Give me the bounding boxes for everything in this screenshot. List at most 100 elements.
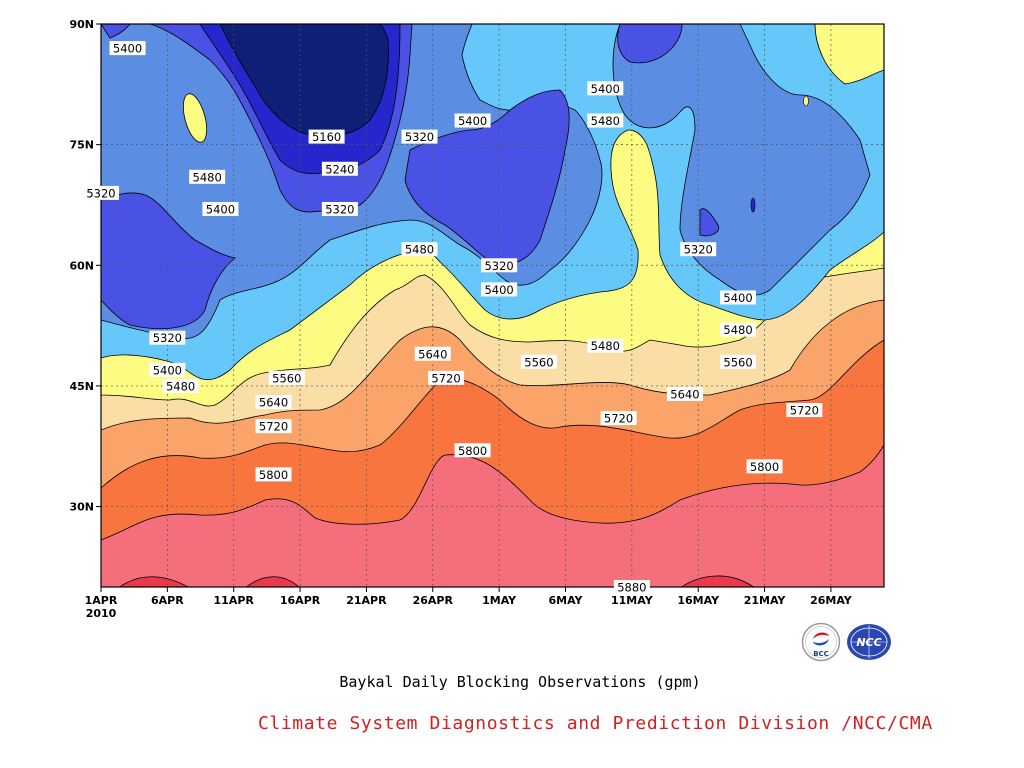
contour-label-5800: 5800 (255, 467, 292, 482)
contour-label-5640: 5640 (414, 346, 451, 361)
fill-small-5480-island (803, 95, 809, 107)
contour-label-bg (255, 467, 292, 482)
contour-label-bg (255, 419, 292, 434)
x-axis: 1APR 6APR 11APR 16APR 21APR 26APR 1MAY 6MAY 11MA… (85, 587, 853, 620)
y-axis: 30N 45N 60N 75N 90N (69, 18, 101, 514)
contour-label-bg (308, 129, 345, 144)
contour-label-text: 5320 (405, 130, 434, 144)
contour-label-text: 5240 (325, 162, 354, 176)
contour-label-bg (321, 161, 358, 176)
contour-label-bg (401, 129, 438, 144)
contour-label-5400: 5400 (109, 41, 146, 56)
contour-label-5640: 5640 (255, 395, 292, 410)
contour-label-5480: 5480 (587, 113, 624, 128)
plot-frame (100, 23, 885, 588)
x-tick-label: 16APR (280, 594, 321, 607)
contour-label-bg (109, 41, 146, 56)
contour-label-text: 5880 (617, 581, 646, 595)
x-tick-label: 21MAY (744, 594, 787, 607)
x-tick-label: 21APR (346, 594, 387, 607)
x-tick-label: 1MAY (482, 594, 517, 607)
contour-label-5480: 5480 (720, 322, 757, 337)
contour-label-text: 5720 (604, 412, 633, 426)
contour-label-text: 5480 (193, 170, 222, 184)
contour-label-text: 5560 (272, 371, 301, 385)
contour-label-text: 5560 (723, 355, 752, 369)
contour-label-5400: 5400 (202, 201, 239, 216)
contour-label-text: 5640 (670, 387, 699, 401)
x-tick-label: 16MAY (677, 594, 720, 607)
contour-label-bg (786, 403, 823, 418)
contour-label-text: 5640 (418, 347, 447, 361)
contour-label-5400: 5400 (149, 362, 186, 377)
contour-label-5800: 5800 (454, 443, 491, 458)
contour-label-text: 5320 (86, 186, 115, 200)
contour-label-text: 5400 (153, 363, 182, 377)
svg-text:NCC: NCC (856, 636, 881, 649)
contour-label-bg (428, 370, 465, 385)
contour-label-5320: 5320 (481, 258, 518, 273)
contour-label-bg (587, 113, 624, 128)
contour-label-5800: 5800 (746, 459, 783, 474)
credit-line: Climate System Diagnostics and Predictio… (258, 713, 933, 734)
x-tick-label: 1APR (85, 594, 118, 607)
x-tick-label: 26MAY (810, 594, 853, 607)
contour-label-5480: 5480 (401, 242, 438, 257)
contour-label-5720: 5720 (428, 370, 465, 385)
contour-label-bg (720, 290, 757, 305)
contour-label-5720: 5720 (255, 419, 292, 434)
contour-label-bg (189, 169, 226, 184)
svg-text:BCC: BCC (813, 650, 829, 658)
contour-label-text: 5720 (790, 404, 819, 418)
contour-label-text: 5320 (153, 331, 182, 345)
contour-label-5400: 5400 (720, 290, 757, 305)
contour-label-text: 5320 (484, 259, 513, 273)
contour-label-bg (680, 242, 717, 257)
contour-label-5320: 5320 (401, 129, 438, 144)
contour-label-5160: 5160 (308, 129, 345, 144)
x-tick-label: 26APR (413, 594, 454, 607)
contour-label-text: 5320 (684, 243, 713, 257)
y-tick-label: 60N (69, 259, 94, 272)
y-tick-label: 45N (69, 380, 94, 393)
contour-label-text: 5800 (259, 468, 288, 482)
y-tick-label: 90N (69, 18, 94, 31)
contour-label-5240: 5240 (321, 161, 358, 176)
chart-caption: Baykal Daily Blocking Observations (gpm) (339, 673, 701, 691)
y-tick-label: 75N (69, 139, 94, 152)
contour-label-5720: 5720 (600, 411, 637, 426)
y-tick-label: 30N (69, 501, 94, 514)
contour-label-bg (202, 201, 239, 216)
contour-label-text: 5800 (750, 460, 779, 474)
contour-label-5880: 5880 (613, 580, 650, 595)
contour-label-5560: 5560 (520, 354, 557, 369)
contour-label-bg (720, 354, 757, 369)
bcc-logo: BCC (801, 622, 841, 662)
contour-label-text: 5560 (524, 355, 553, 369)
contour-labels: 5400 5480 5400 5320 5160 5240 5320 5320 5400 5400… (83, 41, 823, 595)
contour-label-bg (162, 378, 199, 393)
contour-label-5400: 5400 (481, 282, 518, 297)
contour-label-bg (481, 282, 518, 297)
contour-label-text: 5480 (166, 379, 195, 393)
contour-label-bg (746, 459, 783, 474)
contour-label-bg (321, 201, 358, 216)
x-tick-label: 6MAY (548, 594, 583, 607)
contour-label-bg (600, 411, 637, 426)
contour-label-bg (587, 338, 624, 353)
contour-label-5560: 5560 (720, 354, 757, 369)
x-tick-label: 11MAY (611, 594, 654, 607)
contour-label-5320: 5320 (321, 201, 358, 216)
contour-label-bg (481, 258, 518, 273)
contour-label-text: 5400 (113, 42, 142, 56)
x-tick-label: 11APR (214, 594, 255, 607)
contour-label-text: 5720 (431, 371, 460, 385)
contour-label-5320: 5320 (83, 185, 119, 200)
contour-label-bg (149, 362, 186, 377)
ncc-logo: NCC (847, 624, 891, 660)
contour-label-bg (454, 443, 491, 458)
contour-label-bg (613, 580, 650, 594)
contour-label-bg (83, 185, 119, 200)
contour-label-text: 5400 (206, 202, 235, 216)
contour-label-5480: 5480 (162, 378, 199, 393)
